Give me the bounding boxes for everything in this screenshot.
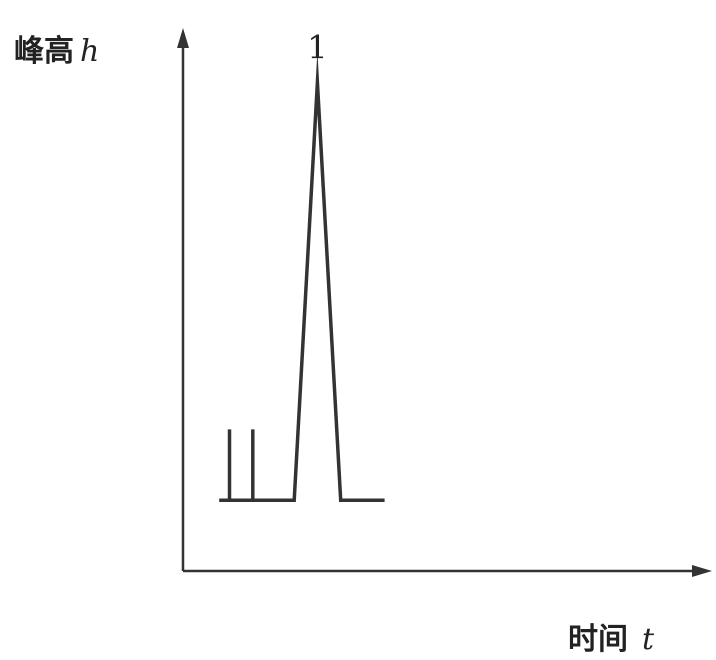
x-axis-label-text: 时间 [568,622,628,657]
chromatogram-trace [219,51,385,502]
x-axis-arrow [692,565,712,577]
y-axis-label: 峰高 h [14,26,99,70]
x-axis-symbol: t [642,622,655,657]
axes [177,28,712,577]
peak-label: 1 [307,28,327,66]
y-axis-symbol: h [80,34,100,69]
y-axis-label-text: 峰高 [14,34,74,69]
plot-area [219,51,385,502]
x-axis-label: 时间 t [568,614,654,658]
y-axis-arrow [177,28,189,48]
annotations: 1 [307,28,327,66]
